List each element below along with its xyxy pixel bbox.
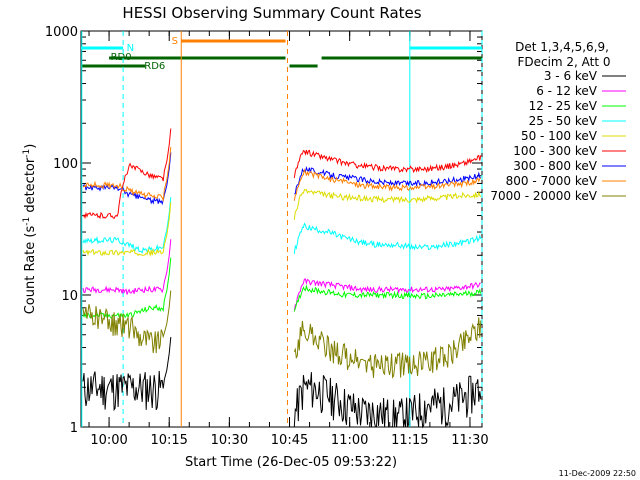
plot-area: 10:00 10:15 10:30 10:45 11:00 11:15 11:30 1 10 10… bbox=[45, 25, 626, 448]
legend-label: 300 - 800 keV bbox=[513, 159, 597, 173]
x-tick-label: 10:15 bbox=[150, 433, 187, 448]
series-line-12-25-kev bbox=[82, 257, 482, 319]
rd0-flag-label: RD0 bbox=[111, 52, 132, 63]
x-tick-label: 11:15 bbox=[391, 433, 428, 448]
night-flag-label: N bbox=[127, 43, 134, 54]
legend-label: 100 - 300 keV bbox=[513, 144, 597, 158]
y-tick-label: 10 bbox=[61, 289, 78, 304]
footer-date: 11-Dec-2009 22:50 bbox=[559, 469, 636, 478]
rd6-flag-label: RD6 bbox=[144, 61, 165, 72]
series-line-50-100-kev bbox=[82, 188, 482, 258]
y-tick-label: 1000 bbox=[45, 25, 78, 40]
series-line-800-7000-kev bbox=[82, 147, 482, 203]
x-tick-label: 10:00 bbox=[90, 433, 127, 448]
legend-label: 25 - 50 keV bbox=[529, 114, 598, 128]
chart-title: HESSI Observing Summary Count Rates bbox=[122, 4, 421, 22]
legend-label: 6 - 12 keV bbox=[536, 84, 598, 98]
y-tick-label: 1 bbox=[70, 421, 78, 436]
legend-header-line-2: FDecim 2, Att 0 bbox=[517, 55, 610, 69]
y-axis-label: Count Rate (s-1 detector-1) bbox=[22, 144, 38, 315]
x-tick-label: 10:45 bbox=[271, 433, 308, 448]
legend-label: 7000 - 20000 keV bbox=[490, 189, 597, 203]
y-tick-label: 100 bbox=[53, 157, 78, 172]
x-axis-label: Start Time (26-Dec-05 09:53:22) bbox=[185, 455, 397, 470]
legend-label: 3 - 6 keV bbox=[544, 69, 598, 83]
legend-label: 50 - 100 keV bbox=[521, 129, 598, 143]
series-line-3-6-kev bbox=[82, 337, 482, 429]
x-tick-label: 10:30 bbox=[211, 433, 248, 448]
x-tick-label: 11:30 bbox=[451, 433, 488, 448]
series-line-7000-20000-kev bbox=[82, 290, 482, 379]
saa-flag-label: S bbox=[172, 36, 178, 47]
series-line-25-50-kev bbox=[82, 197, 482, 254]
x-tick-label: 11:00 bbox=[331, 433, 368, 448]
legend-label: 12 - 25 keV bbox=[529, 99, 598, 113]
series-line-300-800-kev bbox=[82, 152, 482, 206]
series-line-6-12-kev bbox=[82, 239, 481, 312]
legend-header-line-1: Det 1,3,4,5,6,9, bbox=[515, 40, 609, 54]
series-line-100-300-kev bbox=[82, 128, 482, 220]
legend-label: 800 - 7000 keV bbox=[506, 174, 598, 188]
